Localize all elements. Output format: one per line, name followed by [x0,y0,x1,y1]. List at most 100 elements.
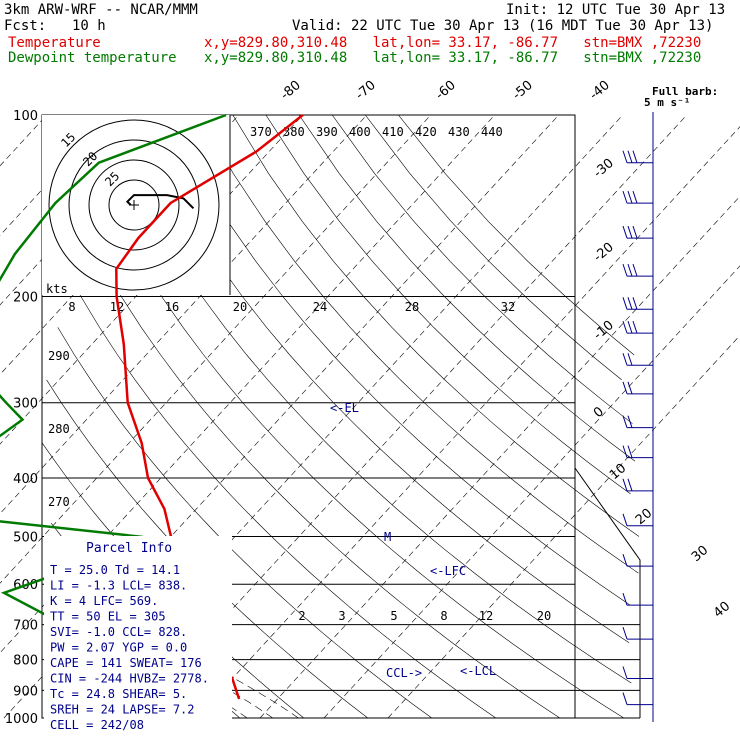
dry-adiabat [133,114,630,643]
mixing-ratio-label: 8 [440,609,447,623]
wind-barb-tick [622,692,628,705]
wind-barb-tick [627,150,633,163]
parcel-info-line: SVI= -1.0 CCL= 828. [50,625,187,639]
dewpoint-legend: Dewpoint temperature [8,50,177,66]
isotherm [0,114,495,654]
dry-adiabat [61,261,496,719]
pressure-label: 900 [13,684,38,699]
dry-adiabat [66,114,624,719]
wind-barb-tick [627,381,633,394]
wind-barb-tick [622,320,628,334]
isotherm [67,114,623,719]
wind-barb-tick [627,353,633,366]
parcel-info-line: LI = -1.3 LCL= 838. [50,579,187,593]
parcel-info-line: PW = 2.07 YGP = 0.0 [50,641,187,655]
parcel-info-line: CELL = 242/08 [50,718,144,732]
mixing-ratio-label: 24 [313,300,327,314]
el-marker: <-EL [330,401,359,415]
hodograph-ring [108,179,160,231]
wind-barb-tick [632,225,638,239]
valid-time: Valid: 22 UTC Tue 30 Apr 13 (16 MDT Tue … [292,18,714,34]
mixing-ratio-label: 3 [338,609,345,623]
pressure-label: 800 [13,654,38,669]
wind-barb-tick [622,553,628,567]
wind-barb-tick [627,225,633,239]
wind-barb-tick [627,297,633,310]
forecast-hour: 10 h [72,18,106,34]
wind-barb-tick [622,415,628,428]
mixing-ratio-label: 12 [479,609,493,623]
dry-adiabat [398,114,635,356]
wind-barb-tick [622,381,628,394]
barb-units: 5 m s⁻¹ [644,96,691,109]
pressure-label: 100 [13,109,38,124]
parcel-info-line: Tc = 24.8 SHEAR= 5. [50,687,187,701]
init-time: Init: 12 UTC Tue 30 Apr 13 [506,2,726,18]
wind-barb-tick [622,626,628,640]
hodograph-ring [48,119,220,291]
forecast-label: Fcst: [4,18,47,34]
theta-label: 420 [415,125,437,139]
theta-label: 440 [481,125,503,139]
wind-barb-tick [622,150,628,163]
wind-barb-tick [632,297,638,310]
theta-left-label: 270 [48,495,70,509]
pressure-label: 700 [13,619,38,634]
wind-barb-tick [632,263,638,277]
dry-adiabat [199,114,639,574]
lcl-marker: <-LCL [460,664,496,678]
parcel-info-title: Parcel Info [86,541,172,556]
mixing-ratio-label: 20 [537,609,551,623]
dewpoint-location: x,y=829.80,310.48 lat,lon= 33.17, -86.77… [204,50,702,66]
theta-left-label: 290 [48,349,70,363]
theta-label: 370 [250,125,272,139]
model-title: 3km ARW-WRF -- NCAR/MMM [4,2,198,18]
isotherm [3,114,559,719]
wind-barb-tick [627,320,633,334]
mixing-ratio-label: 8 [68,300,75,314]
isotherm [0,114,431,584]
barb-title: Full barb: [652,85,719,98]
mixing-ratio-label: 20 [233,300,247,314]
dry-adiabat [331,114,633,424]
hodograph-ring [68,139,200,271]
wind-barb-tick [622,513,628,526]
isotherm [0,114,111,236]
isotherm [131,114,687,719]
temperature-location: x,y=829.80,310.48 lat,lon= 33.17, -86.77… [204,35,702,51]
parcel-info-line: T = 25.0 Td = 14.1 [50,563,180,577]
m-marker: M [384,530,391,544]
isotherm [0,114,367,515]
wind-barb-tick [622,593,628,606]
pressure-label: 1000 [5,712,38,727]
wind-barb-tick [627,445,633,458]
wind-barb-tick [622,190,628,204]
pressure-label: 200 [13,291,38,306]
wind-barb-tick [632,320,638,334]
hodograph-kts-label: kts [46,282,68,296]
hodograph-ring [88,159,180,251]
theta-left-label: 280 [48,422,70,436]
parcel-info-line: CAPE = 141 SWEAT= 176 [50,656,202,670]
mixing-ratio-label: 16 [165,300,179,314]
parcel-info-box [44,536,232,736]
theta-label: 380 [283,125,305,139]
dry-adiabat [56,173,560,719]
pressure-label: 400 [13,472,38,487]
theta-label: 430 [448,125,470,139]
parcel-info-line: K = 4 LFC= 569. [50,594,158,608]
wind-barb-tick [632,150,638,163]
pressure-label: 500 [13,530,38,545]
wind-barb-tick [622,297,628,310]
mixing-ratio-label: 32 [501,300,515,314]
wind-barb-tick [622,445,628,458]
wind-barb-tick [627,415,633,428]
isotherm [195,126,740,719]
moist-adiabat [56,583,299,719]
wind-barb-tick [627,190,633,204]
parcel-info-line: TT = 50 EL = 305 [50,610,166,624]
dry-adiabat [265,114,631,495]
dry-adiabat [298,114,636,462]
wind-barb-tick [622,666,628,679]
parcel-info-line: CIN = -244 HVBZ= 2778. [50,672,209,686]
